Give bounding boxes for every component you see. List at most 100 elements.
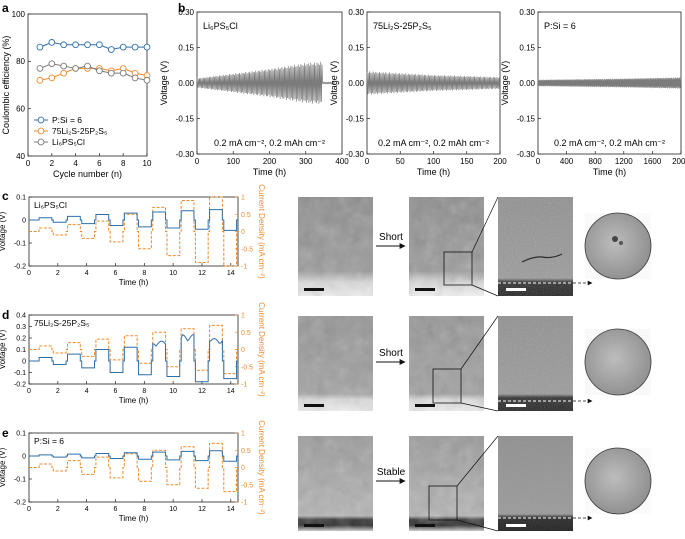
current-trace — [29, 442, 238, 493]
x-tick-label: 1200 — [615, 157, 633, 166]
series-line — [39, 41, 147, 51]
y-tick-label: -0.15 — [517, 114, 536, 123]
y2-tick-label: 0.5 — [241, 212, 251, 219]
scale-bar — [506, 524, 526, 527]
panel-label-a: a — [2, 1, 9, 15]
micrograph-row-d: Short — [298, 315, 652, 412]
scale-bar — [415, 524, 435, 527]
y-tick-label: 0.30 — [348, 8, 364, 17]
y-tick-label: -0.30 — [346, 150, 365, 159]
scale-bar — [506, 288, 526, 291]
y-tick-label: 80 — [16, 57, 25, 66]
x-tick-label: 800 — [589, 157, 603, 166]
data-point — [36, 65, 44, 72]
y-tick-label: -0.2 — [14, 263, 26, 270]
data-point — [143, 76, 151, 84]
y-axis-label: Voltage (V) — [329, 61, 339, 106]
y-tick-label: 0.1 — [16, 430, 26, 437]
data-point — [84, 62, 91, 70]
y-tick-label: 0.2 — [16, 335, 26, 342]
y2-tick-label: -0.5 — [241, 364, 253, 371]
x-tick-label: 12 — [198, 506, 206, 513]
x-tick-label: 0 — [27, 270, 31, 277]
data-point — [72, 65, 79, 72]
chart-b2: 0 50 100 150 200 -0.30 -0.15 0.00 0.15 0.30 Time (… — [329, 8, 507, 177]
zoom-line — [460, 402, 499, 412]
x-tick-label: 6 — [114, 388, 118, 395]
legend-entry: P:Si = 6 — [52, 115, 82, 125]
legend-marker — [37, 116, 45, 124]
y-tick-label: 60 — [16, 104, 25, 113]
y2-tick-label: 0 — [241, 465, 245, 472]
scale-bar — [415, 404, 435, 407]
data-point — [143, 43, 151, 51]
y-tick-label: 0.30 — [178, 8, 194, 17]
y-tick-label: 0.00 — [519, 79, 535, 88]
y2-axis-label: Current Density (mA cm⁻²) — [257, 184, 266, 279]
micrograph-zoom-c-texture — [498, 197, 573, 296]
y-tick-label: -0.1 — [14, 370, 26, 377]
micrograph-zoom-e-texture — [498, 436, 573, 531]
x-tick-label: 2000 — [672, 157, 685, 166]
data-point — [107, 46, 115, 53]
data-point — [36, 76, 44, 84]
y2-tick-label: -1 — [241, 382, 247, 389]
micrograph-circle-d-texture — [585, 329, 651, 395]
micrograph-before-e-texture — [298, 436, 373, 531]
series-line — [39, 63, 148, 81]
x-tick-label: 50 — [396, 157, 405, 166]
annotation: 0.2 mA cm⁻², 0.2 mAh cm⁻² — [214, 138, 325, 148]
x-tick-label: 10 — [143, 159, 152, 168]
x-tick-label: 0 — [536, 157, 541, 166]
y2-tick-label: -1 — [241, 500, 247, 507]
data-point — [60, 69, 68, 77]
x-tick-label: 0 — [27, 388, 31, 395]
y2-axis-label: Current Density (mA cm⁻²) — [257, 420, 266, 515]
series-line — [39, 67, 148, 81]
chart-b1: 0 100 200 300 400 -0.30 -0.15 0.00 0.15 0.30 Time … — [159, 8, 349, 177]
y-tick-label: 0.3 — [16, 324, 26, 331]
y-tick-label: 40 — [16, 152, 25, 161]
y-axis-label: Voltage (V) — [0, 447, 7, 487]
x-tick-label: 14 — [227, 270, 235, 277]
panel-title: Li₆PS₅Cl — [203, 21, 238, 31]
micrograph-zoom-d-texture — [498, 316, 573, 411]
legend-entry: 75Li₂S-25P₂S₅ — [52, 126, 107, 136]
x-tick-label: 10 — [169, 270, 177, 277]
x-tick-label: 200 — [493, 157, 507, 166]
y2-tick-label: 0.5 — [241, 448, 251, 455]
panel-label-b: b — [178, 1, 185, 15]
y2-tick-label: 0.5 — [241, 330, 251, 337]
x-tick-label: 0 — [26, 159, 31, 168]
legend-marker — [37, 138, 45, 146]
y-axis-label: Voltage (V) — [159, 61, 169, 106]
panel-label-c: c — [2, 189, 9, 203]
zoom-box — [443, 251, 473, 286]
x-tick-label: 2 — [50, 159, 55, 168]
voltage-trace — [29, 450, 238, 462]
crack-line — [521, 253, 563, 263]
y2-tick-label: -1 — [241, 264, 247, 271]
y-tick-label: -0.1 — [14, 240, 26, 247]
micrograph-circle-c-texture — [585, 213, 651, 279]
voltage-trace — [29, 209, 238, 231]
y2-tick-label: 0 — [241, 229, 245, 236]
data-point — [119, 69, 127, 77]
data-point — [131, 43, 139, 51]
x-tick-label: 14 — [227, 506, 235, 513]
x-tick-label: 0 — [27, 506, 31, 513]
y-tick-label: 0 — [22, 358, 26, 365]
x-tick-label: 4 — [85, 270, 89, 277]
scale-bar — [506, 404, 526, 407]
voltage-trace — [537, 77, 682, 89]
x-tick-label: 12 — [198, 270, 206, 277]
x-tick-label: 10 — [169, 506, 177, 513]
panel-title: P:Si = 6 — [34, 436, 64, 446]
x-tick-label: 400 — [335, 157, 349, 166]
x-tick-label: 8 — [142, 388, 146, 395]
x-tick-label: 100 — [427, 157, 441, 166]
